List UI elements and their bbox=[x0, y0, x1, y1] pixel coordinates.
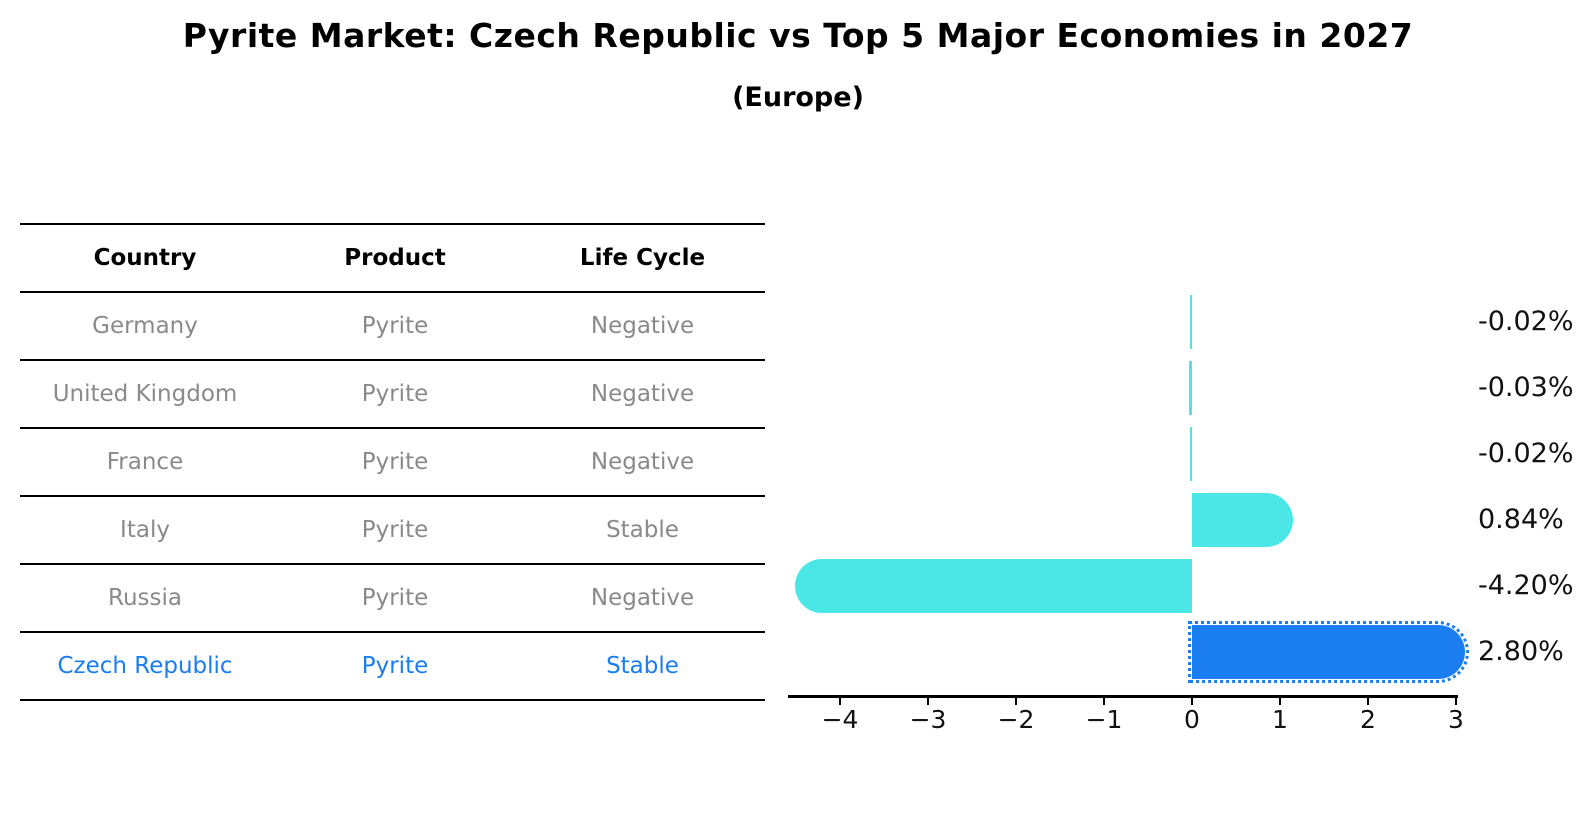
value-label: -0.03% bbox=[1478, 372, 1574, 403]
cell-life-cycle: Negative bbox=[590, 449, 695, 475]
cell-product: Pyrite bbox=[361, 381, 429, 407]
value-label: -4.20% bbox=[1478, 570, 1574, 601]
x-axis-tick-label: 3 bbox=[1448, 705, 1464, 734]
bar-united-kingdom bbox=[1189, 361, 1192, 415]
value-label: -0.02% bbox=[1478, 306, 1574, 337]
col-header-life-cycle: Life Cycle bbox=[579, 245, 706, 271]
bar-highlight-czech-republic bbox=[1187, 621, 1470, 683]
x-axis-tick-label: −4 bbox=[821, 705, 859, 734]
x-axis-tick-label: −3 bbox=[909, 705, 947, 734]
cell-product: Pyrite bbox=[361, 313, 429, 339]
cell-life-cycle: Negative bbox=[590, 381, 695, 407]
col-header-country: Country bbox=[93, 245, 197, 271]
x-axis bbox=[788, 695, 1458, 698]
country-table: Country Product Life Cycle Germany Pyrite… bbox=[20, 223, 765, 701]
x-axis-tick bbox=[1191, 697, 1193, 705]
table-row: Italy Pyrite Stable bbox=[20, 497, 765, 565]
bar-russia bbox=[795, 559, 1192, 613]
bar-germany bbox=[1189, 295, 1192, 349]
x-axis-tick-label: −2 bbox=[997, 705, 1035, 734]
bar-italy bbox=[1192, 493, 1293, 547]
x-axis-tick-label: 2 bbox=[1360, 705, 1376, 734]
table-header-row: Country Product Life Cycle bbox=[20, 223, 765, 293]
table-row: Czech Republic Pyrite Stable bbox=[20, 633, 765, 701]
x-axis-tick bbox=[1455, 697, 1457, 705]
bar-plot: -0.02% -0.03% -0.02% 0.84% -4.20% 2.80% −4 −3 −2… bbox=[780, 288, 1596, 758]
table-row: Germany Pyrite Negative bbox=[20, 293, 765, 361]
x-axis-tick bbox=[1015, 697, 1017, 705]
cell-product: Pyrite bbox=[361, 653, 429, 679]
cell-country: France bbox=[106, 449, 184, 475]
cell-life-cycle: Negative bbox=[590, 585, 695, 611]
x-axis-tick bbox=[1103, 697, 1105, 705]
cell-product: Pyrite bbox=[361, 449, 429, 475]
cell-life-cycle: Stable bbox=[606, 517, 679, 543]
chart-subtitle: (Europe) bbox=[732, 82, 864, 113]
table-body: Germany Pyrite Negative United Kingdom Pyrit… bbox=[20, 293, 765, 701]
table-row: France Pyrite Negative bbox=[20, 429, 765, 497]
x-axis-tick bbox=[927, 697, 929, 705]
x-axis-tick bbox=[1367, 697, 1369, 705]
cell-product: Pyrite bbox=[361, 517, 429, 543]
x-axis-tick bbox=[1279, 697, 1281, 705]
cell-life-cycle: Stable bbox=[606, 653, 679, 679]
table-row: Russia Pyrite Negative bbox=[20, 565, 765, 633]
value-label: -0.02% bbox=[1478, 438, 1574, 469]
cell-country: Czech Republic bbox=[57, 653, 233, 679]
bar-france bbox=[1189, 427, 1192, 481]
cell-country: Russia bbox=[108, 585, 182, 611]
x-axis-tick bbox=[839, 697, 841, 705]
cell-life-cycle: Negative bbox=[590, 313, 695, 339]
value-label: 0.84% bbox=[1478, 504, 1564, 535]
chart-title: Pyrite Market: Czech Republic vs Top 5 M… bbox=[182, 16, 1414, 55]
cell-product: Pyrite bbox=[361, 585, 429, 611]
table-row: United Kingdom Pyrite Negative bbox=[20, 361, 765, 429]
col-header-product: Product bbox=[344, 245, 446, 271]
value-label: 2.80% bbox=[1478, 636, 1564, 667]
cell-country: Germany bbox=[92, 313, 198, 339]
x-axis-tick-label: −1 bbox=[1085, 705, 1123, 734]
x-axis-tick-label: 0 bbox=[1184, 705, 1200, 734]
cell-country: United Kingdom bbox=[52, 381, 238, 407]
x-axis-tick-label: 1 bbox=[1272, 705, 1288, 734]
cell-country: Italy bbox=[120, 517, 170, 543]
